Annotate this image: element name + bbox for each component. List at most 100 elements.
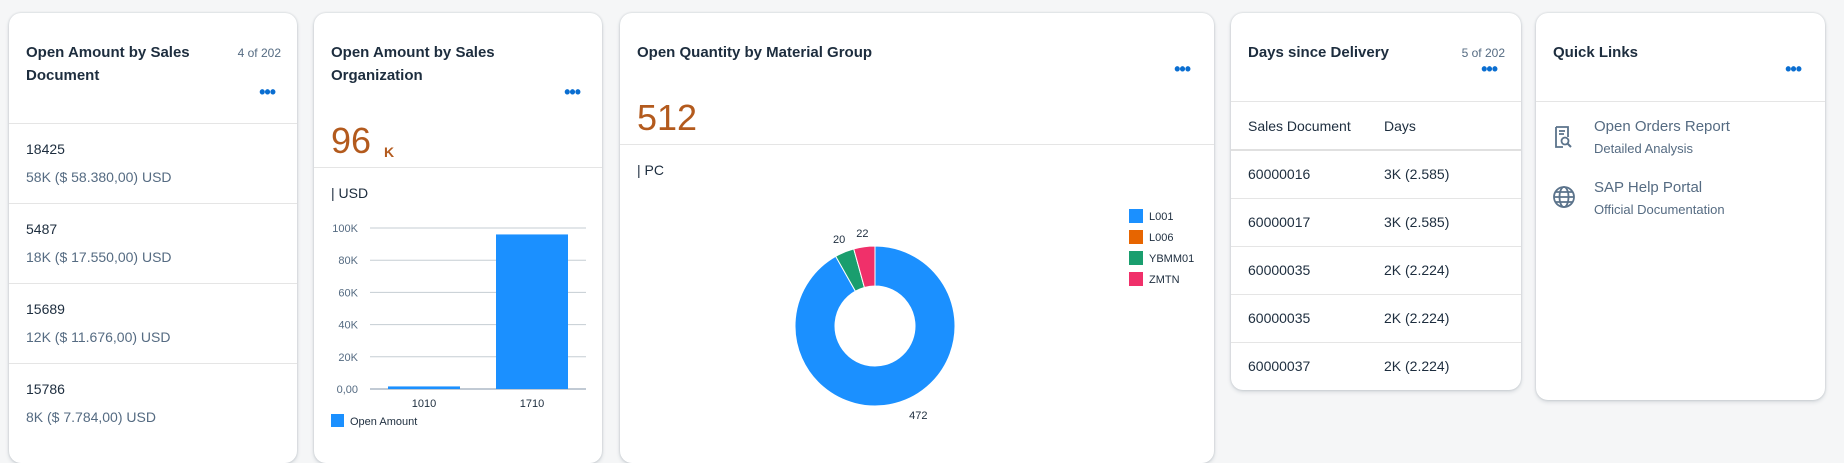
divider: [9, 283, 297, 284]
divider: [1536, 101, 1825, 102]
legend-label: YBMM01: [1149, 253, 1194, 265]
divider: [620, 144, 1214, 145]
card-title: Open Quantity by Material Group: [637, 44, 873, 61]
legend-label: ZMTN: [1149, 274, 1180, 286]
kpi-value: 512: [637, 97, 698, 138]
table-row[interactable]: 60000035 2K (2.224): [1231, 247, 1521, 295]
sales-document-cell: 60000037: [1248, 358, 1311, 374]
open-amount: 12K ($ 11.676,00) USD: [26, 329, 171, 345]
kpi-value: 96: [331, 120, 372, 161]
divider: [9, 363, 297, 364]
table-row[interactable]: 60000016 3K (2.585): [1231, 151, 1521, 199]
days-cell: 3K (2.585): [1384, 214, 1450, 230]
donut-chart: 472 20 22 L001 L006 YBMM01 ZMTN: [794, 209, 1194, 422]
list-item[interactable]: 15689 12K ($ 11.676,00) USD: [9, 284, 297, 364]
quick-link-sap-help-portal[interactable]: SAP Help Portal Official Documentation: [1536, 174, 1825, 228]
title-line: Document: [26, 67, 100, 84]
link-subtitle: Official Documentation: [1594, 202, 1725, 217]
open-amount: 58K ($ 58.380,00) USD: [26, 169, 172, 185]
divider: [9, 123, 297, 124]
bar: [496, 234, 568, 389]
card-open-quantity-by-material-group[interactable]: Open Quantity by Material Group ••• 512 …: [620, 13, 1214, 463]
y-tick-label: 20K: [338, 352, 358, 364]
table-row[interactable]: 60000037 2K (2.224): [1231, 343, 1521, 390]
legend-swatch: [331, 414, 344, 427]
overflow-icon[interactable]: •••: [564, 82, 581, 102]
overflow-icon[interactable]: •••: [1785, 59, 1802, 79]
divider: [1231, 342, 1521, 343]
title-line: Open Amount by Sales: [331, 44, 495, 61]
unit-label: | USD: [331, 185, 369, 201]
legend-swatch: [1129, 272, 1143, 286]
card-days-since-delivery[interactable]: Days since Delivery 5 of 202 ••• Sales D…: [1231, 13, 1521, 390]
divider: [1231, 294, 1521, 295]
sales-document-cell: 60000035: [1248, 310, 1311, 326]
item-count: 5 of 202: [1461, 46, 1505, 60]
data-label: 22: [856, 228, 868, 240]
bar: [388, 386, 460, 389]
days-cell: 2K (2.224): [1384, 310, 1450, 326]
days-cell: 2K (2.224): [1384, 262, 1450, 278]
days-cell: 2K (2.224): [1384, 358, 1450, 374]
header-divider: [1231, 149, 1521, 151]
overflow-icon[interactable]: •••: [1174, 59, 1191, 79]
card-open-amount-by-sales-organization[interactable]: Open Amount by Sales Organization ••• 96 …: [314, 13, 602, 463]
bar-chart: 0,00 20K 40K 60K 80K 100K 1010 1710 Open Amount: [331, 223, 586, 428]
card-title: Quick Links: [1553, 44, 1639, 61]
x-tick-label: 1710: [520, 398, 544, 410]
table-row[interactable]: 60000035 2K (2.224): [1231, 295, 1521, 343]
donut-slice: [853, 245, 876, 289]
title-line: Organization: [331, 67, 423, 84]
open-amount: 18K ($ 17.550,00) USD: [26, 249, 172, 265]
legend-label: Open Amount: [350, 416, 417, 428]
divider: [1231, 198, 1521, 199]
legend-swatch: [1129, 251, 1143, 265]
days-cell: 3K (2.585): [1384, 166, 1450, 182]
legend-label: L006: [1149, 232, 1173, 244]
card-title: Open Amount by Sales Organization: [331, 41, 551, 87]
sales-document-cell: 60000035: [1248, 262, 1311, 278]
column-header-days[interactable]: Days: [1384, 118, 1416, 134]
kpi-scale: K: [384, 144, 395, 160]
y-tick-label: 80K: [338, 255, 358, 267]
divider: [1231, 101, 1521, 102]
quick-link-open-orders-report[interactable]: Open Orders Report Detailed Analysis: [1536, 113, 1825, 167]
legend-label: L001: [1149, 211, 1173, 223]
y-tick-label: 100K: [332, 223, 358, 235]
item-count: 4 of 202: [237, 46, 281, 60]
data-label: 20: [833, 234, 845, 246]
x-tick-label: 1010: [412, 398, 436, 410]
y-tick-label: 0,00: [337, 384, 358, 396]
y-tick-label: 60K: [338, 287, 358, 299]
legend-swatch: [1129, 230, 1143, 244]
overflow-icon[interactable]: •••: [1481, 59, 1498, 79]
table-row[interactable]: 60000017 3K (2.585): [1231, 199, 1521, 247]
link-title: Open Orders Report: [1594, 118, 1730, 135]
y-tick-label: 40K: [338, 320, 358, 332]
card-title: Days since Delivery: [1248, 44, 1389, 61]
divider: [314, 167, 602, 168]
card-title: Open Amount by Sales Document: [26, 41, 226, 87]
sales-document-id: 5487: [26, 221, 58, 237]
link-title: SAP Help Portal: [1594, 179, 1703, 196]
open-amount: 8K ($ 7.784,00) USD: [26, 409, 156, 425]
list-item[interactable]: 5487 18K ($ 17.550,00) USD: [9, 204, 297, 284]
sales-document-id: 15689: [26, 301, 65, 317]
sales-document-id: 15786: [26, 381, 65, 397]
legend-swatch: [1129, 209, 1143, 223]
list-item[interactable]: 18425 58K ($ 58.380,00) USD: [9, 124, 297, 204]
divider: [9, 203, 297, 204]
list-item[interactable]: 15786 8K ($ 7.784,00) USD: [9, 364, 297, 444]
card-open-amount-by-sales-document[interactable]: Open Amount by Sales Document 4 of 202 ••…: [9, 13, 297, 463]
sales-document-id: 18425: [26, 141, 65, 157]
sales-document-cell: 60000017: [1248, 214, 1311, 230]
column-header-sales-document[interactable]: Sales Document: [1248, 118, 1351, 134]
report-search-icon: [1555, 126, 1572, 148]
title-line: Open Amount by Sales: [26, 44, 190, 61]
divider: [1231, 246, 1521, 247]
overflow-icon[interactable]: •••: [259, 82, 276, 102]
donut-slice: [794, 245, 956, 407]
link-subtitle: Detailed Analysis: [1594, 141, 1693, 156]
card-quick-links[interactable]: Quick Links ••• Open Orders Report Detai…: [1536, 13, 1825, 400]
sales-document-cell: 60000016: [1248, 166, 1311, 182]
